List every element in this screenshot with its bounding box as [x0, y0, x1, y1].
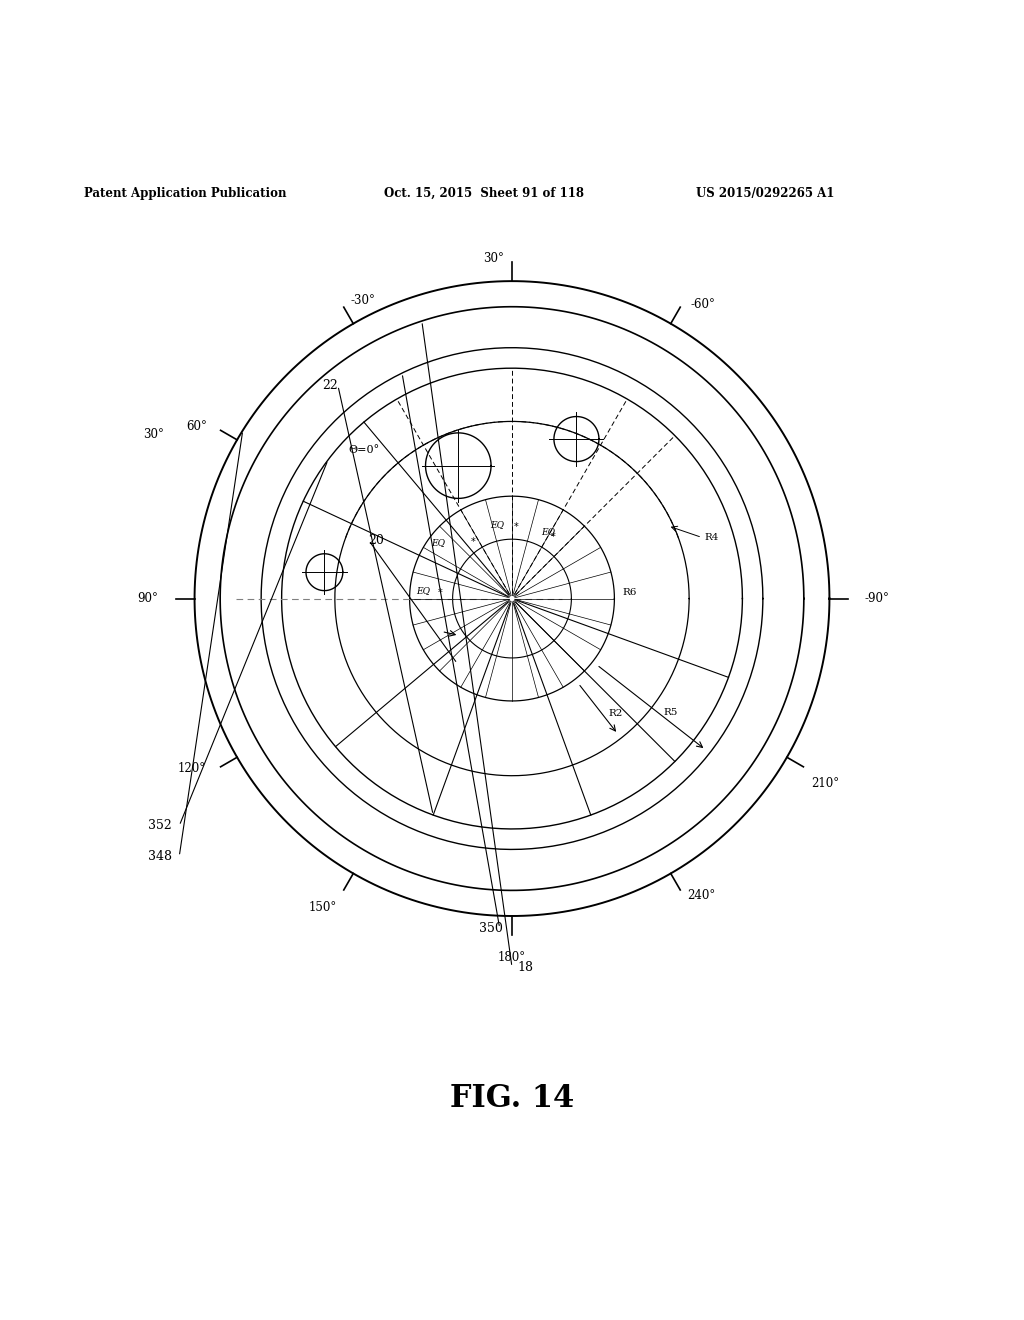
Text: -60°: -60° — [690, 297, 715, 310]
Text: 90°: 90° — [137, 593, 158, 605]
Text: 352: 352 — [148, 820, 172, 833]
Text: Oct. 15, 2015  Sheet 91 of 118: Oct. 15, 2015 Sheet 91 of 118 — [384, 186, 584, 199]
Text: EQ: EQ — [431, 537, 445, 546]
Text: *: * — [471, 537, 475, 548]
Text: *: * — [514, 521, 518, 532]
Text: EQ: EQ — [541, 528, 555, 536]
Text: Patent Application Publication: Patent Application Publication — [84, 186, 287, 199]
Text: Θ=0°: Θ=0° — [348, 445, 379, 455]
Text: 30°: 30° — [143, 428, 164, 441]
Text: R6: R6 — [623, 587, 637, 597]
Text: *: * — [438, 589, 442, 598]
Text: *: * — [551, 532, 555, 543]
Text: EQ: EQ — [416, 586, 430, 595]
Text: -30°: -30° — [350, 293, 375, 306]
Text: 60°: 60° — [186, 420, 207, 433]
Text: 22: 22 — [323, 379, 338, 392]
Text: 120°: 120° — [177, 762, 205, 775]
Text: -90°: -90° — [864, 593, 889, 605]
Text: 30°: 30° — [483, 252, 504, 265]
Text: 240°: 240° — [687, 888, 716, 902]
Text: 20: 20 — [369, 533, 385, 546]
Text: EQ: EQ — [489, 520, 504, 529]
Text: 180°: 180° — [498, 950, 526, 964]
Text: 350: 350 — [479, 921, 503, 935]
Text: R2: R2 — [608, 709, 623, 718]
Text: 18: 18 — [517, 961, 534, 974]
Text: FIG. 14: FIG. 14 — [450, 1082, 574, 1114]
Text: R5: R5 — [664, 708, 678, 717]
Text: 210°: 210° — [812, 776, 840, 789]
Text: R4: R4 — [705, 533, 719, 543]
Text: 348: 348 — [148, 850, 172, 863]
Text: 150°: 150° — [308, 902, 337, 915]
Text: US 2015/0292265 A1: US 2015/0292265 A1 — [696, 186, 835, 199]
